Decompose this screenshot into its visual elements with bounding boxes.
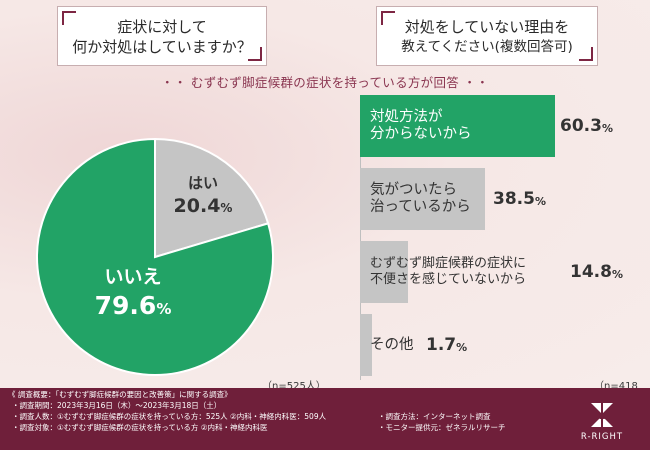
bar-value: 14.8% xyxy=(570,241,623,303)
bar-value-number: 1.7 xyxy=(426,335,457,355)
brand-mark-letter: R xyxy=(599,412,605,421)
pie-slice-0 xyxy=(154,137,270,259)
bar-label-line1: 対処方法が xyxy=(370,109,443,125)
pie-label-yes-text: はい xyxy=(187,174,218,192)
bar xyxy=(360,168,485,230)
footer-period: ・調査期間：2023年3月16日（木）～2023年3月18日（土） xyxy=(12,401,222,410)
survey-footer: 《 調査概要：「むずむず脚症候群の要因と改善策」に関する調査》 ・調査期間：20… xyxy=(0,388,650,450)
bar-label: 対処方法が 分からないから xyxy=(370,95,472,157)
subtitle: ・・ むずむず脚症候群の症状を持っている方が回答 ・・ xyxy=(161,75,489,90)
pie-sample-size: （n=525人） xyxy=(262,381,326,392)
pie-label-yes: はい 20.4% xyxy=(173,172,233,217)
brand-name: R-RIGHT xyxy=(580,432,624,442)
bar-row: 対処方法が 分からないから 60.3% xyxy=(360,95,645,157)
corner-decoration xyxy=(62,11,76,25)
footer-title: 《 調査概要：「むずむず脚症候群の要因と改善策」に関する調査》 xyxy=(8,390,232,399)
pie-value-no-number: 79.6 xyxy=(94,291,157,320)
question-box-right: 対処をしていない理由を 教えてください(複数回答可) xyxy=(376,6,598,66)
bar-label-line2: 不便さを感じていないから xyxy=(370,272,527,287)
bar-label: 気がついたら 治っているから xyxy=(370,168,471,230)
question-box-left: 症状に対して 何か対処はしていますか？ xyxy=(57,6,267,66)
pie-svg xyxy=(36,137,274,376)
question-left-line2: 何か対処はしていますか？ xyxy=(72,38,252,56)
bar xyxy=(360,95,555,157)
bar-value-number: 38.5 xyxy=(493,189,535,209)
pie-label-no: いいえ 79.6% xyxy=(88,262,178,320)
footer-people: ・調査人数：①むずむず脚症候群の症状を持っている方：525人 ②内科・神経内科医… xyxy=(12,412,327,421)
question-right-line2: 教えてください(複数回答可) xyxy=(401,39,573,55)
bar xyxy=(360,314,372,376)
bar-value: 1.7% xyxy=(426,314,467,376)
pie-unit: % xyxy=(220,201,233,215)
pie-value-yes: 20.4% xyxy=(173,195,233,217)
footer-monitor: ・モニター提供元：ゼネラルリサーチ xyxy=(378,423,506,432)
bar-label-line2: 分からないから xyxy=(370,126,472,142)
bar-chart: 対処方法が 分からないから 60.3% 気がついたら 治っているから 38.5%… xyxy=(360,95,645,380)
corner-decoration xyxy=(381,11,395,25)
pie-label-no-text: いいえ xyxy=(104,266,162,288)
bar-value: 60.3% xyxy=(560,95,613,157)
bar-label-line2: 治っているから xyxy=(370,199,471,215)
corner-decoration xyxy=(579,47,593,61)
bar-value-unit: % xyxy=(611,268,623,281)
bar-label-line1: 気がついたら xyxy=(370,182,457,198)
brand-mark-icon: R xyxy=(591,403,613,427)
question-left-line1: 症状に対して xyxy=(117,18,207,36)
pie-unit: % xyxy=(156,300,172,318)
brand-logo: R R-RIGHT xyxy=(572,396,632,446)
bar-label-line1: その他 xyxy=(370,336,414,353)
bar-value-unit: % xyxy=(534,195,546,208)
pie-value-no: 79.6% xyxy=(88,291,178,320)
bar-row: その他 1.7% xyxy=(360,314,645,376)
corner-decoration xyxy=(248,47,262,61)
bar-row: 気がついたら 治っているから 38.5% xyxy=(360,168,645,230)
pie-slice-1 xyxy=(36,137,274,376)
bar-value-unit: % xyxy=(601,122,613,135)
question-right-line1: 対処をしていない理由を xyxy=(404,18,570,36)
bar-row: むずむず脚症候群の症状に 不便さを感じていないから 14.8% xyxy=(360,241,645,303)
bar xyxy=(360,241,408,303)
bar-axis-line xyxy=(360,95,361,380)
bar-label: むずむず脚症候群の症状に 不便さを感じていないから xyxy=(370,241,526,303)
footer-method: ・調査方法：インターネット調査 xyxy=(378,412,491,421)
bar-value-unit: % xyxy=(456,341,468,354)
bar-value: 38.5% xyxy=(493,168,546,230)
bar-value-number: 14.8 xyxy=(570,262,612,282)
bar-value-number: 60.3 xyxy=(560,116,602,136)
bar-label-line1: むずむず脚症候群の症状に xyxy=(370,256,527,271)
bar-label: その他 xyxy=(370,314,414,376)
pie-chart: はい 20.4% いいえ 79.6% xyxy=(30,132,280,382)
footer-target: ・調査対象：①むずむず脚症候群の症状を持っている方 ②内科・神経内科医 xyxy=(12,423,268,432)
pie-value-yes-number: 20.4 xyxy=(173,195,221,217)
